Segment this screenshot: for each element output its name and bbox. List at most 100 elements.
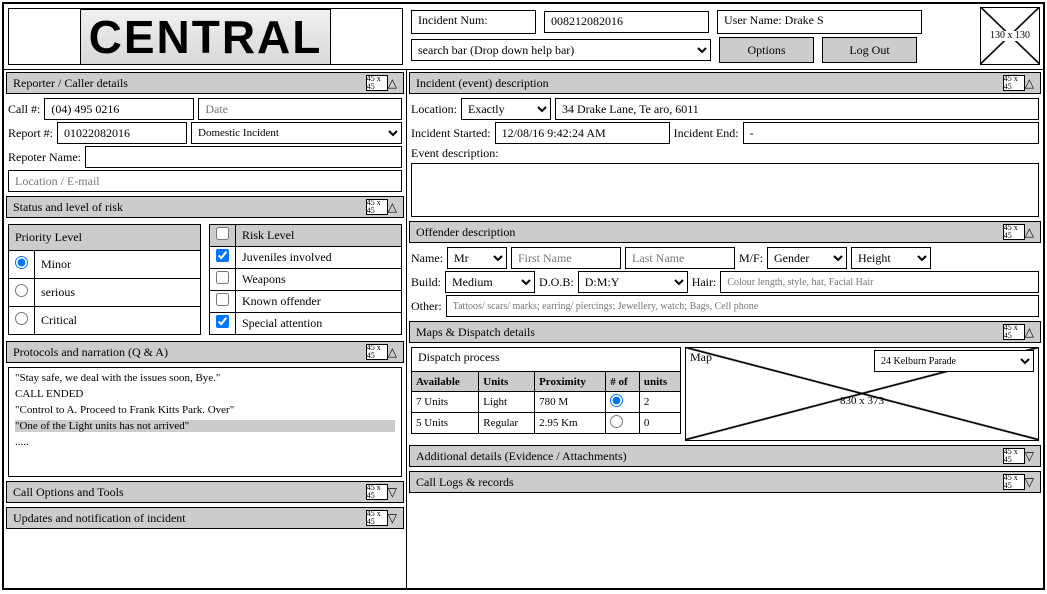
collapse-icon[interactable]: △ [388, 345, 397, 360]
location-mode-select[interactable]: Exactly [461, 98, 551, 120]
location-label: Location: [411, 102, 457, 117]
incident-num-input[interactable] [544, 11, 709, 33]
call-number-label: Call #: [8, 102, 40, 117]
section-status-header[interactable]: Status and level of risk 45 x 45 △ [6, 196, 404, 218]
top-bar: CENTRAL Incident Num: User Name: Drake S… [4, 4, 1043, 70]
th-numof: # of [606, 372, 640, 392]
dim-icon: 45 x 45 [366, 510, 388, 526]
event-desc-label: Event description: [411, 146, 499, 161]
narration-box[interactable]: "Stay safe, we deal with the issues soon… [8, 367, 402, 477]
hair-label: Hair: [692, 275, 717, 290]
section-updates-header[interactable]: Updates and notification of incident 45 … [6, 507, 404, 529]
section-offender-header[interactable]: Offender description 45 x 45 △ [409, 221, 1041, 243]
dim-icon: 45 x 45 [1003, 324, 1025, 340]
date-input[interactable] [198, 98, 402, 120]
narration-line: "Control to A. Proceed to Frank Kitts Pa… [15, 404, 395, 416]
report-number-label: Report #: [8, 126, 53, 141]
th-available: Available [412, 372, 479, 392]
dim-icon: 45 x 45 [1003, 474, 1025, 490]
expand-icon[interactable]: ▽ [388, 485, 397, 500]
narration-line: "Stay safe, we deal with the issues soon… [15, 372, 395, 384]
dispatch-body: Dispatch process Available Units Proximi… [407, 345, 1043, 443]
address-input[interactable] [555, 98, 1039, 120]
call-number-input[interactable] [44, 98, 194, 120]
section-maps-header[interactable]: Maps & Dispatch details 45 x 45 △ [409, 321, 1041, 343]
logout-button[interactable]: Log Out [822, 37, 917, 63]
map-dims: 830 x 373 [840, 395, 884, 407]
reporter-name-label: Repoter Name: [8, 150, 81, 165]
section-incident-header[interactable]: Incident (event) description 45 x 45 △ [409, 72, 1041, 94]
incident-num-label: Incident Num: [411, 10, 536, 34]
dispatch-title: Dispatch process [411, 347, 681, 371]
risk-header-check[interactable] [216, 227, 229, 240]
expand-icon[interactable]: ▽ [1025, 475, 1034, 490]
app-logo: CENTRAL [80, 9, 332, 65]
priority-minor-radio[interactable] [15, 256, 28, 269]
incident-start-label: Incident Started: [411, 126, 491, 141]
priority-critical-radio[interactable] [15, 312, 28, 325]
section-call-options-header[interactable]: Call Options and Tools 45 x 45 ▽ [6, 481, 404, 503]
incident-type-select[interactable]: Domestic Incident [191, 122, 402, 144]
section-call-logs-header[interactable]: Call Logs & records 45 x 45 ▽ [409, 471, 1041, 493]
incident-end-input[interactable] [743, 122, 1039, 144]
collapse-icon[interactable]: △ [1025, 76, 1034, 91]
first-name-input[interactable] [511, 247, 621, 269]
map-label: Map [690, 350, 712, 365]
risk-juveniles-check[interactable] [216, 249, 229, 262]
risk-weapons-check[interactable] [216, 271, 229, 284]
dispatch-row1-radio[interactable] [610, 394, 623, 407]
dispatch-row2-radio[interactable] [610, 415, 623, 428]
collapse-icon[interactable]: △ [1025, 225, 1034, 240]
priority-header: Priority Level [9, 225, 201, 251]
build-label: Build: [411, 275, 441, 290]
incident-start-input[interactable] [495, 122, 670, 144]
risk-known-check[interactable] [216, 293, 229, 306]
th-units: Units [479, 372, 535, 392]
event-desc-textarea[interactable] [411, 163, 1039, 217]
incident-end-label: Incident End: [674, 126, 739, 141]
section-reporter-header[interactable]: Reporter / Caller details 45 x 45 △ [6, 72, 404, 94]
section-reporter-body: Call #: Report #: Domestic Incident Repo… [4, 96, 406, 194]
section-protocols-header[interactable]: Protocols and narration (Q & A) 45 x 45 … [6, 341, 404, 363]
reporter-name-input[interactable] [85, 146, 402, 168]
narration-line: CALL ENDED [15, 388, 395, 400]
user-name-label: User Name: Drake S [717, 10, 922, 34]
section-additional-header[interactable]: Additional details (Evidence / Attachmen… [409, 445, 1041, 467]
height-select[interactable]: Height [851, 247, 931, 269]
expand-icon[interactable]: ▽ [388, 511, 397, 526]
hair-input[interactable] [720, 271, 1039, 293]
options-button[interactable]: Options [719, 37, 814, 63]
priority-serious-radio[interactable] [15, 284, 28, 297]
map-placeholder[interactable]: Map 24 Kelburn Parade 830 x 373 [685, 347, 1039, 441]
mf-label: M/F: [739, 251, 763, 266]
offender-body: Name: Mr M/F: Gender Height Build: Mediu… [407, 245, 1043, 319]
expand-icon[interactable]: ▽ [1025, 449, 1034, 464]
dim-icon: 45 x 45 [1003, 75, 1025, 91]
collapse-icon[interactable]: △ [388, 76, 397, 91]
risk-header: Risk Level [236, 225, 402, 247]
logo-placeholder: 130 x 130 [980, 7, 1040, 65]
map-address-select[interactable]: 24 Kelburn Parade [874, 350, 1034, 372]
build-select[interactable]: Medium [445, 271, 535, 293]
title-select[interactable]: Mr [447, 247, 507, 269]
dim-icon: 45 x 45 [1003, 448, 1025, 464]
risk-attention-check[interactable] [216, 315, 229, 328]
dim-icon: 45 x 45 [366, 484, 388, 500]
incident-body: Location: Exactly Incident Started: Inci… [407, 96, 1043, 219]
dim-icon: 45 x 45 [366, 344, 388, 360]
dim-icon: 45 x 45 [366, 75, 388, 91]
other-input[interactable] [446, 295, 1039, 317]
search-dropdown[interactable]: search bar (Drop down help bar) [411, 39, 711, 61]
narration-line: ..... [15, 436, 395, 448]
location-email-input[interactable] [8, 170, 402, 192]
offender-name-label: Name: [411, 251, 443, 266]
dob-select[interactable]: D:M:Y [578, 271, 688, 293]
last-name-input[interactable] [625, 247, 735, 269]
report-number-input[interactable] [57, 122, 187, 144]
collapse-icon[interactable]: △ [388, 200, 397, 215]
logo-box: CENTRAL [8, 8, 403, 65]
th-proximity: Proximity [535, 372, 606, 392]
status-body: Priority Level Minor serious Critical Ri… [4, 220, 406, 339]
gender-select[interactable]: Gender [767, 247, 847, 269]
collapse-icon[interactable]: △ [1025, 325, 1034, 340]
